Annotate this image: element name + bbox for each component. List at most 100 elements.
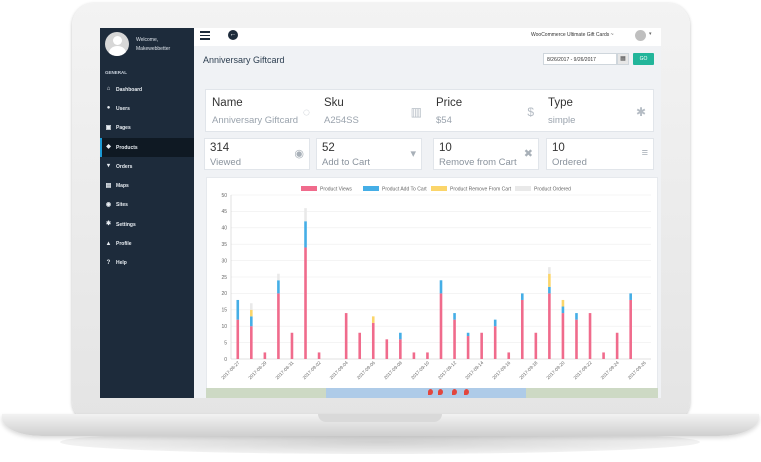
asterisk-icon: ✱ [635,105,646,119]
cube-icon: ◆ [106,144,111,151]
map-pin-icon [428,389,433,395]
chart-bar [358,332,362,359]
y-tick-label: 40 [221,226,227,232]
chart-bar [236,319,240,359]
chart-bar [277,293,280,359]
chart-bar [629,293,632,300]
chart-bar [615,332,619,359]
stat-number: 314 [210,142,230,154]
laptop-base [2,414,759,436]
sidebar-item-products[interactable]: ◆ Products [100,137,194,158]
sidebar-item-label: Orders [116,163,133,170]
stat-number: 10 [552,142,565,154]
menu-toggle-icon[interactable] [200,31,210,41]
info-label: Price [436,97,463,109]
x-tick-label: 2017-09-20 [545,360,565,380]
sidebar-item-users[interactable]: ● Users [100,99,194,118]
stat-caption: Viewed [210,157,241,168]
x-tick-label: 2017-09-04 [329,360,349,380]
stat-caption: Add to Cart [322,157,371,168]
avatar[interactable] [105,32,129,56]
back-arrow-icon[interactable]: ← [228,30,238,40]
x-tick-label: 2017-09-26 [627,360,647,380]
info-value: Anniversary Giftcard [212,115,299,126]
y-tick-label: 30 [221,258,227,264]
sidebar-item-label: Users [116,105,130,112]
stat-caption: Ordered [552,157,587,168]
date-range-input[interactable]: 8/26/2017 - 9/26/2017 [543,53,617,65]
sidebar-item-pages[interactable]: ▣ Pages [100,119,194,138]
chart-bar [561,299,565,307]
y-tick-label: 15 [221,308,227,314]
cart-icon: ▾ [410,148,416,160]
chart-bar [480,332,483,359]
chart-bar [466,336,470,359]
user-menu-avatar[interactable] [635,30,646,41]
x-tick-label: 2017-08-29 [247,360,267,380]
x-tick-label: 2017-09-12 [437,360,457,380]
sidebar-item-sites[interactable]: ◉ Sites [100,196,194,215]
chart-bar [371,316,375,323]
plugin-switcher[interactable]: WooCommerce Ultimate Gift Cards ~ [531,32,614,38]
info-label: Type [548,97,573,109]
laptop-notch [318,414,442,422]
x-tick-label: 2017-09-06 [356,360,376,380]
chart-bar [250,303,253,310]
chevron-down-icon[interactable]: ▾ [649,31,652,37]
sidebar-item-profile[interactable]: ▲ Profile [100,234,194,253]
legend-label: Product Ordered [534,187,571,193]
chart-bar [277,280,280,294]
go-button[interactable]: GO [633,53,654,65]
sidebar-item-orders[interactable]: ▾ Orders [100,157,194,176]
map-pin-icon [452,389,457,395]
sidebar-item-label: Profile [116,241,132,248]
info-card-name: Name Anniversary Giftcard ◌ [206,90,318,133]
page-title: Anniversary Giftcard [203,55,285,65]
stat-card-ordered: 10 Ordered ≡ [546,138,654,170]
chart-bar [602,352,605,359]
legend-swatch [431,186,447,191]
users-icon: ● [106,105,111,112]
x-tick-label: 2017-09-10 [410,360,430,380]
info-label: Name [212,97,243,109]
avatar-head [113,36,122,45]
sidebar: Welcome, Makewebbetter GENERAL ⌂ Dashboar… [100,28,194,398]
sidebar-item-label: Products [116,144,138,151]
chart-bar [250,316,253,327]
calendar-icon[interactable]: ▦ [617,53,629,65]
stat-number: 10 [439,142,452,154]
cart-icon: ▾ [106,163,110,170]
chart-bar [548,273,551,287]
stat-caption: Remove from Cart [439,157,517,168]
chart-bar [548,293,551,359]
info-value: $54 [436,115,452,126]
barcode-icon: ▥ [410,105,422,119]
legend-label: Product Views [320,187,352,193]
sidebar-item-maps[interactable]: ▤ Maps [100,176,194,195]
chart-bar [426,352,429,359]
sidebar-item-dashboard[interactable]: ⌂ Dashboard [100,80,194,99]
user-icon: ▲ [105,240,112,247]
chart-bar [493,326,497,359]
sidebar-item-settings[interactable]: ✱ Settings [100,215,194,234]
y-tick-label: 35 [221,242,227,248]
chart-bar [304,208,307,222]
welcome-username: Makewebbetter [136,46,171,52]
sidebar-item-help[interactable]: ? Help [100,254,194,273]
chart-bar [575,319,578,359]
chart-bar [317,352,321,359]
x-tick-label: 2017-09-16 [491,360,511,380]
y-tick-label: 25 [221,275,227,281]
product-activity-chart-panel: Product Views Product Add To Cart Product … [206,177,658,398]
info-label: Sku [324,97,344,109]
stat-card-viewed: 314 Viewed ◉ [204,138,310,170]
help-icon: ? [106,259,111,266]
info-card-type: Type simple ✱ [542,90,654,133]
gear-icon: ✱ [105,221,112,228]
chart-bar [399,339,402,359]
pages-icon: ▣ [105,124,112,131]
chart-bar [304,221,307,248]
map-preview[interactable] [206,388,658,398]
chart-bar [344,313,348,359]
legend-label: Product Add To Cart [382,187,427,193]
